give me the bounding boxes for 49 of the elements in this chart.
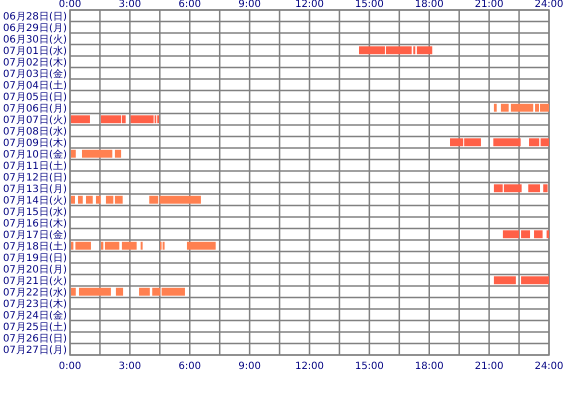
bar xyxy=(416,46,432,54)
bar xyxy=(71,115,90,124)
bar xyxy=(100,115,122,124)
y-tick-label: 06月29日(月) xyxy=(3,22,68,34)
x2-tick-label: 9:00 xyxy=(238,361,261,372)
x2-tick-label: 0:00 xyxy=(58,361,82,372)
x2-tick-label: 24:00 xyxy=(534,361,564,372)
y-tick-label: 07月19日(日) xyxy=(3,252,68,264)
y-tick-label: 07月09日(木) xyxy=(3,136,68,149)
x2-tick-label: 21:00 xyxy=(474,361,504,372)
y-tick-label: 07月21日(火) xyxy=(3,274,68,287)
y-tick-label: 07月14日(火) xyxy=(3,194,68,206)
y-tick-label: 07月23日(木) xyxy=(3,298,68,310)
y-tick-label: 07月05日(日) xyxy=(3,92,68,103)
y-tick-label: 07月17日(金) xyxy=(3,228,68,241)
y-tick-label: 07月04日(土) xyxy=(3,79,68,92)
y-tick-label: 07月02日(木) xyxy=(3,56,68,68)
y-tick-label: 07月08日(水) xyxy=(3,125,68,138)
y-tick-label: 07月01日(水) xyxy=(3,44,68,57)
x2-tick-label: 12:00 xyxy=(295,361,324,372)
y-tick-label: 07月16日(木) xyxy=(3,217,68,230)
y-tick-label: 07月03日(金) xyxy=(3,68,68,80)
x2-tick-label: 3:00 xyxy=(118,361,142,372)
x2-tick-label: 18:00 xyxy=(414,361,444,372)
bar xyxy=(130,115,154,124)
y-tick-label: 07月22日(水) xyxy=(3,286,68,298)
y-tick-label: 07月26日(日) xyxy=(3,333,68,344)
y-tick-label: 07月11日(土) xyxy=(3,160,68,172)
y-tick-label: 06月30日(火) xyxy=(3,33,68,46)
y-tick-label: 07月25日(土) xyxy=(3,320,68,333)
y-tick-label: 07月20日(月) xyxy=(3,264,68,276)
y-tick-label: 07月27日(月) xyxy=(3,344,68,356)
x2-tick-label: 6:00 xyxy=(178,361,201,372)
y-tick-label: 07月07日(火) xyxy=(3,114,68,126)
y-tick-label: 06月28日(日) xyxy=(3,11,68,22)
y-tick-label: 07月06日(月) xyxy=(3,103,68,114)
y-tick-label: 07月10日(金) xyxy=(3,148,68,160)
y-tick-label: 07月18日(土) xyxy=(3,240,68,252)
y-tick-label: 07月13日(月) xyxy=(3,184,68,195)
bar xyxy=(543,184,548,192)
x2-tick-label: 15:00 xyxy=(354,361,384,372)
bar xyxy=(122,242,137,250)
bar xyxy=(494,276,516,284)
y-tick-label: 07月24日(金) xyxy=(3,309,68,322)
y-tick-label: 07月15日(水) xyxy=(3,206,68,218)
y-tick-label: 07月12日(日) xyxy=(3,172,68,184)
bar xyxy=(521,276,549,284)
bar xyxy=(521,230,530,238)
bar xyxy=(502,230,520,238)
